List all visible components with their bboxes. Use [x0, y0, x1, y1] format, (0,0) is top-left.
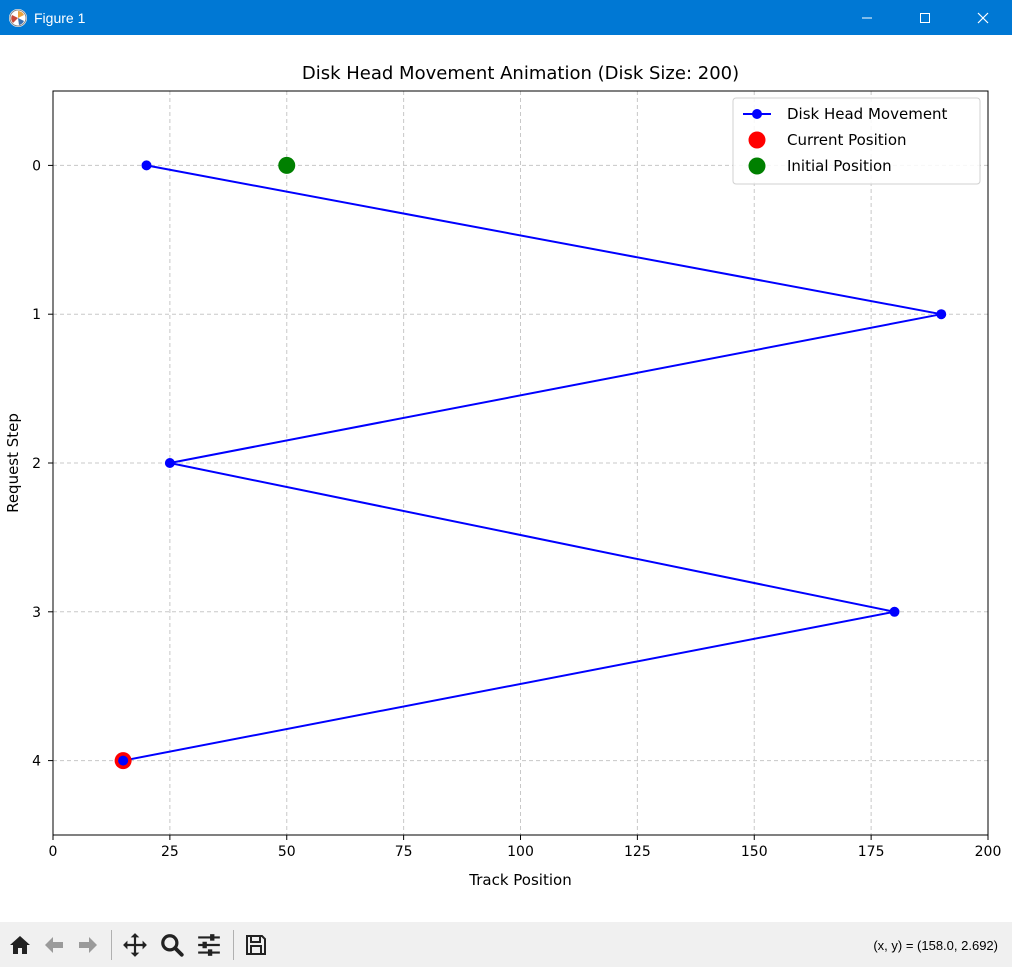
- series-point: [936, 309, 947, 320]
- back-button[interactable]: [40, 931, 68, 959]
- legend-label: Disk Head Movement: [787, 105, 948, 123]
- x-tick-label: 25: [161, 844, 179, 860]
- x-tick-label: 150: [741, 844, 768, 860]
- x-tick-label: 75: [395, 844, 413, 860]
- maximize-icon: [920, 12, 930, 23]
- chart-svg: 0 25 50 75 100 125 150 175 200 0 1 2 3 4 Disk Head Mo…: [4, 63, 1002, 889]
- close-icon: [977, 12, 989, 23]
- minimize-icon: [862, 17, 872, 18]
- y-tick-label: 1: [32, 307, 41, 323]
- close-button[interactable]: [954, 0, 1012, 35]
- window-title-bar: Figure 1: [0, 0, 1012, 35]
- legend-label: Initial Position: [787, 157, 892, 175]
- series-point: [118, 755, 129, 766]
- legend-box: [732, 97, 981, 185]
- navigation-toolbar: (x, y) = (158.0, 2.692): [0, 922, 1012, 967]
- minimize-button[interactable]: [838, 0, 896, 35]
- zoom-icon: [161, 934, 184, 957]
- x-axis-label: Track Position: [468, 871, 571, 889]
- x-tick-label: 0: [49, 844, 58, 860]
- legend-marker-swatch: [748, 131, 766, 149]
- figure-canvas[interactable]: 0 25 50 75 100 125 150 175 200 0 1 2 3 4 Disk Head Mo…: [0, 35, 1012, 922]
- matplotlib-icon: [9, 8, 27, 27]
- window-title: Figure 1: [34, 9, 86, 26]
- x-tick-label: 100: [507, 844, 534, 860]
- home-button[interactable]: [6, 931, 34, 959]
- x-tick-label: 200: [975, 844, 1002, 860]
- y-tick-label: 0: [32, 158, 41, 174]
- y-tick-label: 2: [32, 456, 41, 472]
- configure-icon: [198, 934, 220, 956]
- legend-label: Current Position: [787, 131, 907, 149]
- pan-button[interactable]: [121, 931, 149, 959]
- pan-icon: [123, 933, 147, 957]
- cursor-coordinates: (x, y) = (158.0, 2.692): [873, 938, 998, 953]
- legend-marker-swatch: [752, 109, 762, 119]
- forward-button[interactable]: [74, 931, 102, 959]
- series-point: [164, 458, 175, 468]
- toolbar-separator: [111, 930, 112, 960]
- save-button[interactable]: [242, 931, 270, 959]
- home-icon: [10, 936, 30, 954]
- back-icon: [45, 937, 63, 953]
- series-point: [141, 160, 152, 171]
- y-tick-label: 3: [32, 605, 41, 621]
- x-tick-label: 125: [624, 844, 651, 860]
- forward-icon: [79, 937, 97, 953]
- zoom-button[interactable]: [158, 931, 186, 959]
- series-point: [889, 606, 900, 617]
- y-axis-label: Request Step: [4, 413, 22, 513]
- toolbar-separator: [233, 930, 234, 960]
- initial-position-marker: [278, 156, 296, 174]
- maximize-button[interactable]: [896, 0, 954, 35]
- legend-marker-swatch: [748, 157, 766, 175]
- save-icon: [246, 935, 266, 955]
- chart-title: Disk Head Movement Animation (Disk Size:…: [302, 63, 739, 84]
- legend: Disk Head Movement Current Position Initia…: [732, 97, 981, 185]
- y-tick-label: 4: [32, 754, 41, 770]
- x-tick-label: 175: [858, 844, 885, 860]
- x-tick-label: 50: [278, 844, 296, 860]
- configure-button[interactable]: [195, 931, 223, 959]
